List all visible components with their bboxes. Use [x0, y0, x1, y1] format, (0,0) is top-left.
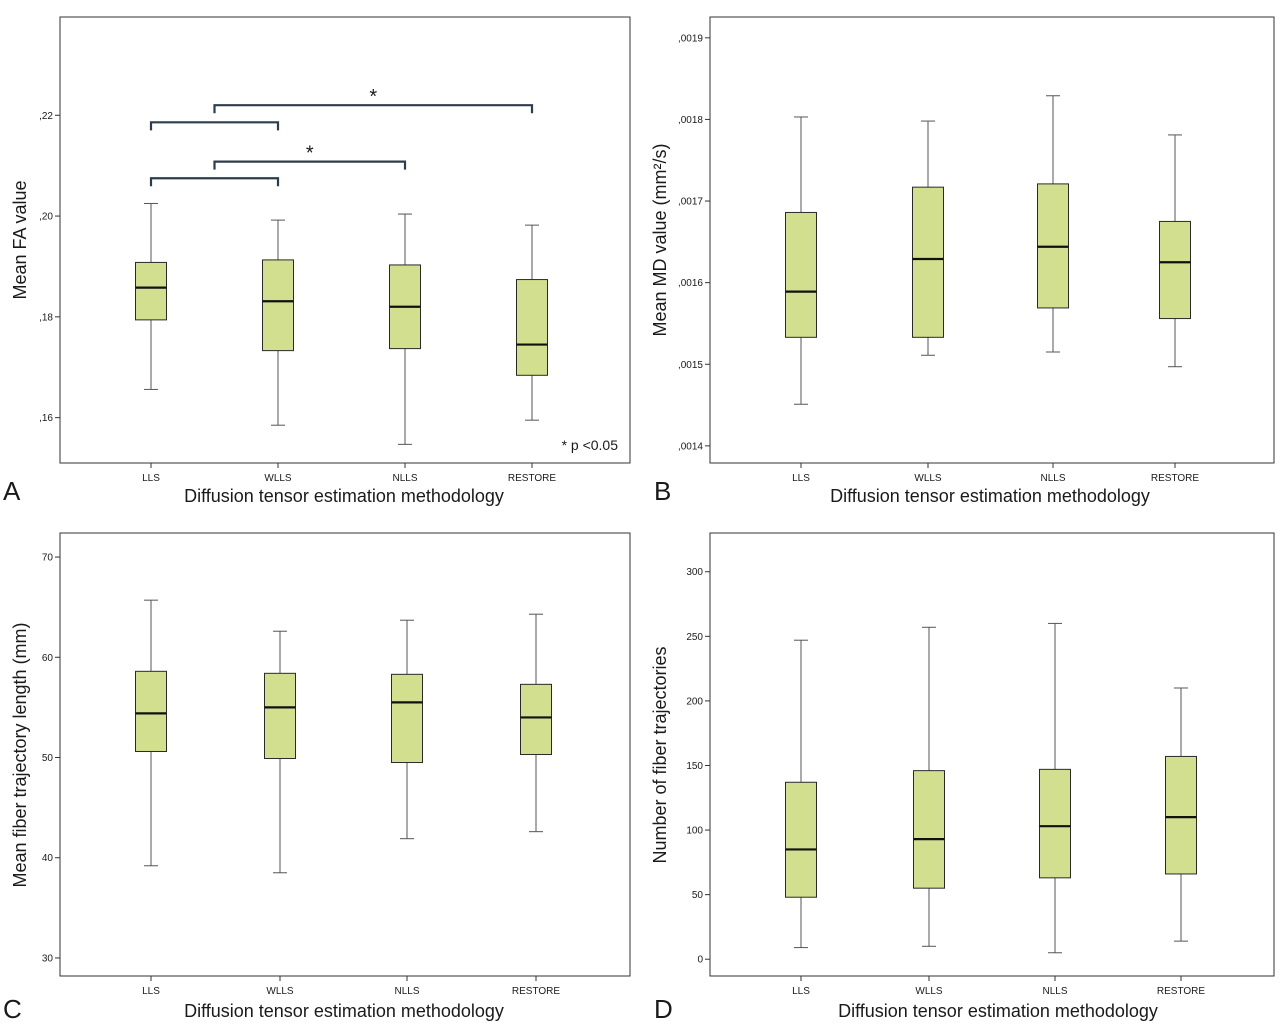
y-tick-label: 50 — [692, 890, 704, 901]
box-iqr — [785, 781, 817, 898]
y-tick-label: 50 — [42, 753, 54, 764]
significance-bracket — [213, 160, 407, 170]
box-iqr — [391, 673, 423, 764]
y-tick-label: 60 — [42, 653, 54, 664]
category-label: WLLS — [266, 986, 294, 997]
panel-d: D Diffusion tensor estimation methodolog… — [650, 532, 1275, 1024]
box-iqr — [516, 279, 548, 376]
y-tick-label: ,0016 — [678, 278, 703, 289]
y-tick-label: 150 — [686, 761, 703, 772]
significance-star: * — [306, 143, 314, 165]
plot-frame-c — [59, 532, 631, 977]
x-axis-title-d: Diffusion tensor estimation methodology — [838, 1001, 1158, 1021]
category-label: LLS — [792, 473, 810, 484]
y-tick-label: ,0018 — [678, 115, 703, 126]
y-tick-label: ,22 — [39, 111, 53, 122]
category-label: LLS — [142, 986, 160, 997]
box-iqr — [1159, 220, 1191, 320]
y-tick-label: 70 — [42, 553, 54, 564]
category-label: RESTORE — [512, 986, 560, 997]
y-tick-label: 250 — [686, 632, 703, 643]
box-iqr — [1039, 768, 1071, 879]
y-axis-title-b: Mean MD value (mm²/s) — [650, 143, 670, 336]
panel-a: A Diffusion tensor estimation methodolog… — [3, 16, 631, 506]
box-iqr — [264, 672, 296, 760]
category-label: LLS — [792, 986, 810, 997]
category-label: RESTORE — [1157, 986, 1205, 997]
significance-star: * — [369, 86, 377, 108]
significance-bracket — [213, 104, 534, 114]
panel-letter-b: B — [654, 476, 671, 506]
y-tick-label: ,16 — [39, 413, 53, 424]
box-iqr — [520, 683, 552, 755]
plot-frame-d — [709, 532, 1275, 977]
chart-marks-b: ,0014 ,0015 ,0016 ,0017 ,0018 ,0019 LLS WLLS NLL… — [678, 33, 1199, 484]
significance-bracket — [149, 121, 280, 131]
y-tick-label: 200 — [686, 696, 703, 707]
category-label: NLLS — [394, 986, 419, 997]
panel-c: C Diffusion tensor estimation methodolog… — [3, 532, 631, 1024]
panel-b: B Diffusion tensor estimation methodolog… — [650, 16, 1275, 506]
y-tick-label: ,0015 — [678, 360, 703, 371]
y-tick-label: ,0017 — [678, 197, 703, 208]
box-iqr — [262, 259, 294, 352]
y-tick-label: ,0014 — [678, 441, 703, 452]
significance-note-a: * p <0.05 — [562, 437, 619, 453]
box-iqr — [135, 261, 167, 321]
y-tick-label: 40 — [42, 853, 54, 864]
y-tick-label: ,18 — [39, 312, 53, 323]
panel-letter-d: D — [654, 994, 673, 1024]
y-tick-label: 0 — [697, 955, 703, 966]
category-label: RESTORE — [508, 473, 556, 484]
x-axis-title-b: Diffusion tensor estimation methodology — [830, 486, 1150, 506]
y-tick-label: ,20 — [39, 212, 53, 223]
significance-bracket — [149, 177, 280, 187]
category-label: NLLS — [1042, 986, 1067, 997]
category-label: NLLS — [392, 473, 417, 484]
box-iqr — [1165, 755, 1197, 875]
category-label: WLLS — [264, 473, 292, 484]
panel-letter-c: C — [3, 994, 22, 1024]
category-label: WLLS — [914, 473, 942, 484]
x-axis-title-c: Diffusion tensor estimation methodology — [184, 1001, 504, 1021]
chart-marks-c: 30 40 50 60 70 LLS WLLS NLLS RESTORE — [42, 553, 561, 997]
category-label: RESTORE — [1151, 473, 1199, 484]
box-iqr — [913, 770, 945, 889]
y-tick-label: 100 — [686, 826, 703, 837]
y-tick-label: 30 — [42, 953, 54, 964]
box-iqr — [912, 186, 944, 338]
box-iqr — [785, 211, 817, 338]
plot-frame-a — [59, 16, 631, 464]
panel-letter-a: A — [3, 476, 21, 506]
box-iqr — [135, 670, 167, 752]
category-label: NLLS — [1040, 473, 1065, 484]
category-label: WLLS — [915, 986, 943, 997]
y-tick-label: 300 — [686, 567, 703, 578]
category-label: LLS — [142, 473, 160, 484]
y-tick-label: ,0019 — [678, 33, 703, 44]
x-axis-title-a: Diffusion tensor estimation methodology — [184, 486, 504, 506]
chart-marks-d: 0 50 100 150 200 250 300 LLS WLLS NLLS RESTORE — [686, 567, 1205, 997]
y-axis-title-a: Mean FA value — [10, 180, 30, 299]
y-axis-title-c: Mean fiber trajectory length (mm) — [10, 622, 30, 887]
plot-frame-b — [709, 16, 1275, 464]
chart-marks-a: ,16 ,18 ,20 ,22 LLS WLLS NLLS RESTORE * * — [39, 86, 556, 484]
y-axis-title-d: Number of fiber trajectories — [650, 646, 670, 863]
